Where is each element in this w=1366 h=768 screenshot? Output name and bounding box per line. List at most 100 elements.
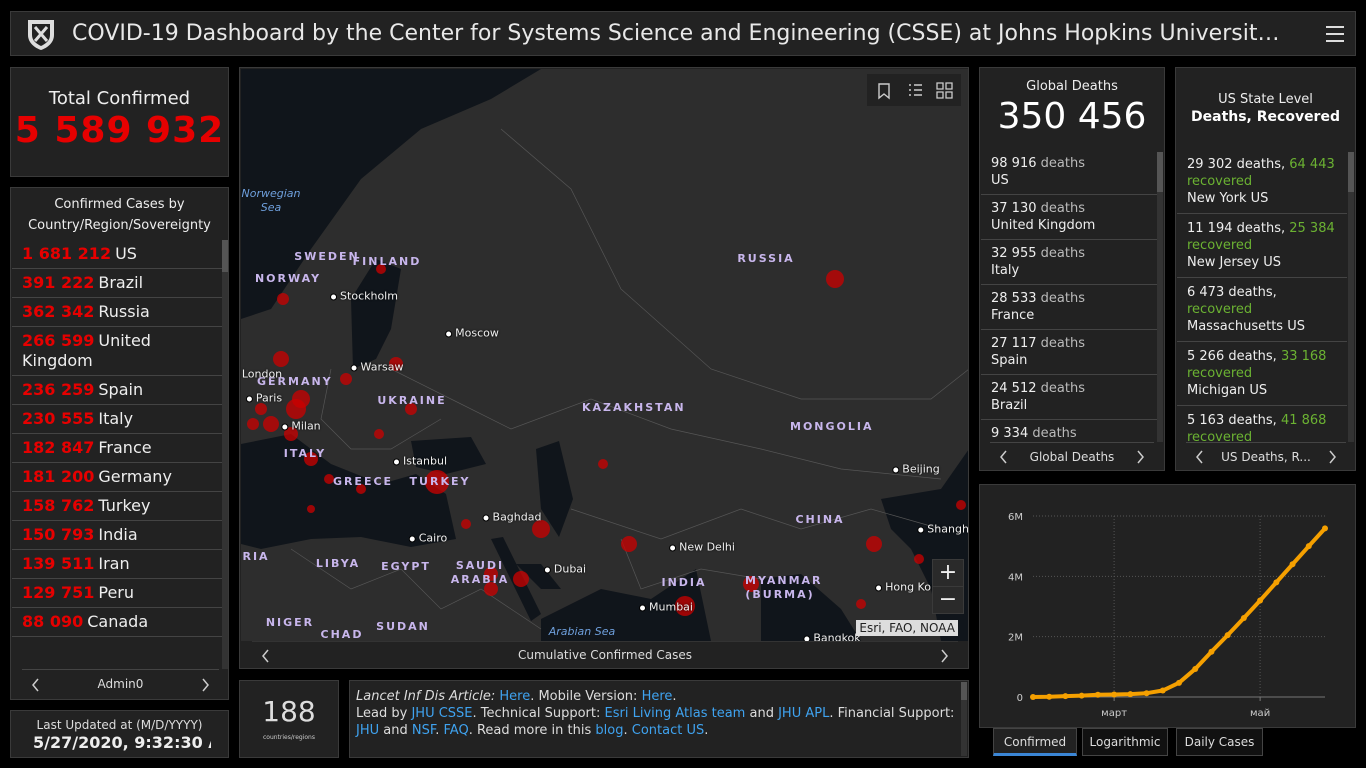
deaths-row[interactable]: 32 955 deaths Italy <box>981 240 1157 285</box>
state-row[interactable]: 11 194 deaths, 25 384 recovered New Jerse… <box>1177 214 1347 278</box>
map-attribution: Esri, FAO, NOAA <box>856 620 958 636</box>
us-state-list: 29 302 deaths, 64 443 recovered New York … <box>1177 150 1347 442</box>
info-link[interactable]: blog <box>595 723 624 738</box>
country-name: United Kingdom <box>22 331 151 370</box>
scrollbar-thumb[interactable] <box>961 682 967 700</box>
state-row[interactable]: 5 266 deaths, 33 168 recovered Michigan U… <box>1177 342 1347 406</box>
country-row[interactable]: 150 793 India <box>12 521 222 550</box>
toolbar-icons[interactable] <box>867 74 961 106</box>
info-text-part: . Technical Support: <box>472 706 605 721</box>
country-row[interactable]: 1 681 212 US <box>12 240 222 269</box>
count-value: 188 <box>262 695 316 728</box>
last-updated-panel: Last Updated at (M/D/YYYY) 5/27/2020, 9:… <box>10 710 229 758</box>
next-button[interactable] <box>1328 450 1336 464</box>
state-deaths-unit: deaths, <box>1228 349 1277 364</box>
info-link[interactable]: Here <box>641 689 673 704</box>
info-text-part: . <box>704 723 709 738</box>
series-point <box>1192 665 1199 672</box>
country-row[interactable]: 139 511 Iran <box>12 550 222 579</box>
series-point <box>1127 691 1134 698</box>
next-map[interactable] <box>940 649 948 663</box>
info-link[interactable]: Esri Living Atlas team <box>604 706 746 721</box>
country-list-title: Confirmed Cases by Country/Region/Sovere… <box>28 197 211 233</box>
chart-tab[interactable]: Logarithmic <box>1082 728 1168 756</box>
scrollbar-thumb[interactable] <box>1348 152 1354 192</box>
map-label: Norwegian Sea <box>241 187 301 214</box>
map-label: SWEDEN <box>294 250 360 263</box>
next-button[interactable] <box>1136 450 1144 464</box>
info-emphasis: Lancet Inf Dis Article: <box>356 689 500 704</box>
scrollbar-thumb[interactable] <box>1157 152 1163 192</box>
next-button[interactable] <box>201 678 209 692</box>
map-panel: Norwegian Sea NORWAY SWEDEN FINLAND Stockhol… <box>239 67 969 669</box>
chart-tab[interactable]: Daily Cases <box>1176 728 1263 756</box>
info-link[interactable]: JHU CSSE <box>411 706 473 721</box>
footer-label: Admin0 <box>97 677 144 691</box>
country-row[interactable]: 391 222 Brazil <box>12 269 222 298</box>
country-row[interactable]: 266 599 United Kingdom <box>12 327 222 376</box>
country-row[interactable]: 362 342 Russia <box>12 298 222 327</box>
map-label: KAZAKHSTAN <box>582 401 686 414</box>
country-row[interactable]: 236 259 Spain <box>12 376 222 405</box>
info-text-part: Lead by <box>356 706 412 721</box>
deaths-row[interactable]: 98 916 deaths US <box>981 150 1157 195</box>
info-link[interactable]: Here <box>499 689 531 704</box>
deaths-unit: deaths <box>1040 246 1085 261</box>
info-link[interactable]: Contact US <box>631 723 705 738</box>
prev-button[interactable] <box>1000 450 1008 464</box>
deaths-row[interactable]: 24 512 deaths Brazil <box>981 375 1157 420</box>
state-row[interactable]: 5 163 deaths, 41 868 recoveredPennsylvan… <box>1177 406 1347 442</box>
menu-button[interactable] <box>1325 25 1345 43</box>
map-label: Stockholm <box>330 290 398 303</box>
scrollbar-thumb[interactable] <box>222 240 228 272</box>
country-row[interactable]: 129 751 Peru <box>12 579 222 608</box>
country-row[interactable]: 182 847 France <box>12 434 222 463</box>
map-label: CHAD <box>320 628 364 641</box>
info-link[interactable]: FAQ <box>443 723 469 738</box>
country-name: India <box>98 525 138 544</box>
list-footer: Admin0 <box>22 669 219 699</box>
deaths-row[interactable]: 9 334 deaths <box>981 420 1157 442</box>
info-link[interactable]: JHU APL <box>778 706 830 721</box>
logo <box>28 20 54 50</box>
country-row[interactable]: 158 762 Turkey <box>12 492 222 521</box>
y-tick-label: 4M <box>1008 572 1023 583</box>
info-link[interactable]: JHU <box>356 723 380 738</box>
zoom-in[interactable]: + <box>932 559 964 587</box>
map[interactable]: Norwegian Sea NORWAY SWEDEN FINLAND Stockhol… <box>241 69 968 642</box>
deaths-unit: deaths <box>1040 381 1085 396</box>
prev-button[interactable] <box>1196 450 1204 464</box>
deaths-row[interactable]: 37 130 deaths United Kingdom <box>981 195 1157 240</box>
country-row[interactable]: 181 200 Germany <box>12 463 222 492</box>
chart-tab[interactable]: Confirmed <box>993 728 1077 756</box>
map-label: ITALY <box>283 447 327 460</box>
zoom-out[interactable]: − <box>932 586 964 614</box>
state-deaths: 5 266 <box>1187 349 1225 364</box>
map-label: TURKEY <box>409 475 471 488</box>
state-row[interactable]: 29 302 deaths, 64 443 recovered New York … <box>1177 150 1347 214</box>
country-row[interactable]: 88 090 Canada <box>12 608 222 637</box>
map-label: Moscow <box>445 327 499 340</box>
map-label: London <box>241 368 282 381</box>
country-count: 129 751 <box>22 583 95 602</box>
deaths-row[interactable]: 27 117 deaths Spain <box>981 330 1157 375</box>
series-point <box>1305 543 1312 550</box>
series-point <box>1143 690 1150 697</box>
info-text-part: and <box>745 706 779 721</box>
map-label: Bangkok <box>803 632 860 642</box>
scrollbar-track <box>961 682 967 756</box>
total-label: Total Confirmed <box>48 88 191 109</box>
info-link[interactable]: NSF <box>411 723 436 738</box>
state-row[interactable]: 6 473 deaths, recovered Massachusetts US <box>1177 278 1347 342</box>
footer-label: US Deaths, R... <box>1221 450 1311 464</box>
country-count: 362 342 <box>22 302 95 321</box>
prev-button[interactable] <box>32 678 40 692</box>
last-updated-value: 5/27/2020, 9:32:30 AM <box>33 733 211 752</box>
deaths-row[interactable]: 28 533 deaths France <box>981 285 1157 330</box>
country-row[interactable]: 230 555 Italy <box>12 405 222 434</box>
prev-map[interactable] <box>262 649 270 663</box>
deaths-count: 9 334 <box>991 426 1029 441</box>
map-label: Baghdad <box>483 511 542 524</box>
global-deaths-value: 350 456 <box>997 96 1147 137</box>
state-deaths: 5 163 <box>1187 413 1225 428</box>
